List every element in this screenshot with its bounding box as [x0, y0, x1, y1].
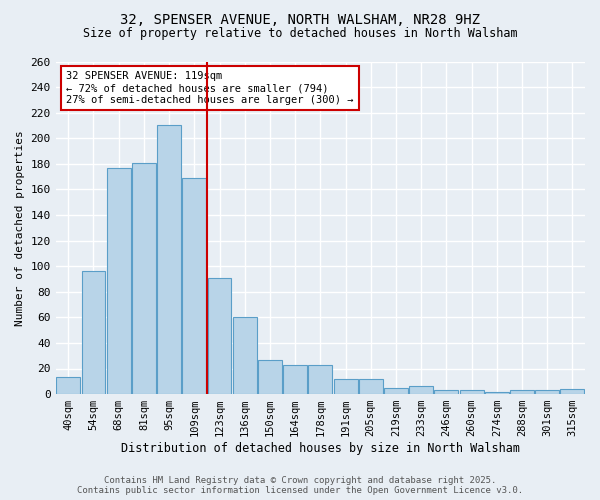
Bar [107, 168, 131, 394]
Bar [82, 272, 106, 394]
Bar [560, 389, 584, 394]
Bar [334, 378, 358, 394]
Bar [157, 126, 181, 394]
Text: Contains HM Land Registry data © Crown copyright and database right 2025.
Contai: Contains HM Land Registry data © Crown c… [77, 476, 523, 495]
Bar [485, 392, 509, 394]
Bar [208, 278, 232, 394]
Bar [409, 386, 433, 394]
Bar [434, 390, 458, 394]
Bar [56, 378, 80, 394]
Bar [182, 178, 206, 394]
Text: Size of property relative to detached houses in North Walsham: Size of property relative to detached ho… [83, 28, 517, 40]
Bar [308, 364, 332, 394]
Bar [460, 390, 484, 394]
X-axis label: Distribution of detached houses by size in North Walsham: Distribution of detached houses by size … [121, 442, 520, 455]
Bar [132, 162, 156, 394]
Bar [535, 390, 559, 394]
Bar [258, 360, 282, 394]
Bar [384, 388, 408, 394]
Text: 32, SPENSER AVENUE, NORTH WALSHAM, NR28 9HZ: 32, SPENSER AVENUE, NORTH WALSHAM, NR28 … [120, 12, 480, 26]
Bar [283, 364, 307, 394]
Y-axis label: Number of detached properties: Number of detached properties [15, 130, 25, 326]
Text: 32 SPENSER AVENUE: 119sqm
← 72% of detached houses are smaller (794)
27% of semi: 32 SPENSER AVENUE: 119sqm ← 72% of detac… [66, 72, 354, 104]
Bar [510, 390, 534, 394]
Bar [359, 378, 383, 394]
Bar [233, 318, 257, 394]
